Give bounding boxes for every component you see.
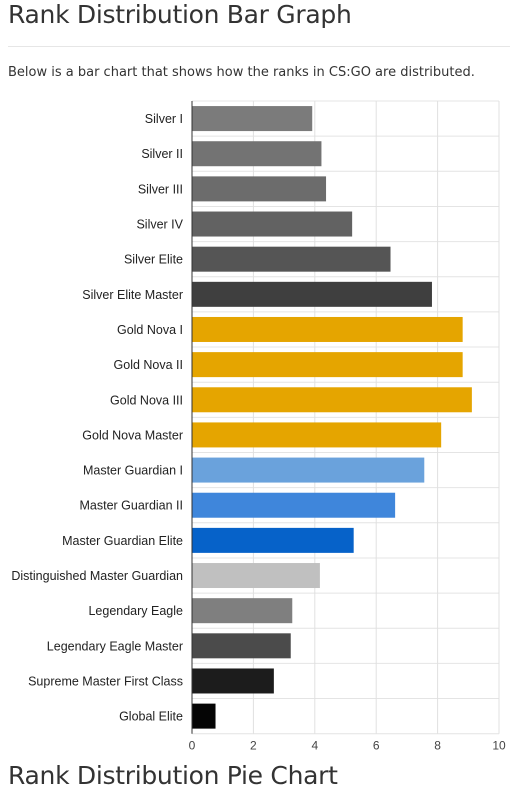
- bar: [192, 176, 327, 202]
- bar: [192, 527, 354, 553]
- bar: [192, 352, 463, 378]
- next-section-heading: Rank Distribution Pie Chart: [8, 761, 338, 790]
- x-axis-ticks: 0 2 4 6 8 10: [189, 739, 506, 753]
- bar: [192, 281, 432, 307]
- category-label: Global Elite: [119, 710, 183, 724]
- category-label: Silver IV: [136, 218, 183, 232]
- page-title: Rank Distribution Bar Graph: [8, 0, 352, 29]
- x-tick-label: 10: [492, 739, 506, 753]
- category-label: Master Guardian II: [79, 499, 183, 513]
- bar: [192, 422, 442, 448]
- category-label: Gold Nova I: [117, 323, 183, 337]
- category-label: Distinguished Master Guardian: [11, 569, 183, 583]
- category-label: Supreme Master First Class: [28, 674, 183, 688]
- x-tick-label: 0: [189, 739, 196, 753]
- category-label: Gold Nova Master: [82, 428, 183, 442]
- category-label: Silver Elite: [124, 253, 183, 267]
- x-tick-label: 8: [434, 739, 441, 753]
- x-tick-label: 6: [373, 739, 380, 753]
- x-tick-label: 4: [311, 739, 318, 753]
- bar: [192, 668, 274, 694]
- bar: [192, 211, 353, 237]
- bar: [192, 598, 293, 624]
- rank-distribution-bar-chart: Silver I Silver II Silver III Silver IV Silv…: [11, 100, 506, 753]
- bar: [192, 316, 463, 342]
- x-tick-label: 2: [250, 739, 257, 753]
- category-label: Silver I: [145, 112, 183, 126]
- title-divider: [8, 46, 510, 47]
- bars: [192, 106, 472, 729]
- bar: [192, 246, 391, 272]
- bar: [192, 387, 472, 413]
- bar: [192, 703, 216, 729]
- bar: [192, 633, 291, 659]
- category-label: Master Guardian I: [83, 464, 183, 478]
- category-label: Legendary Eagle Master: [47, 639, 183, 653]
- category-label: Silver III: [138, 182, 183, 196]
- category-label: Master Guardian Elite: [62, 534, 183, 548]
- category-label: Silver Elite Master: [82, 288, 183, 302]
- bar: [192, 492, 396, 518]
- category-label: Silver II: [141, 147, 183, 161]
- bar: [192, 141, 322, 167]
- category-label: Gold Nova II: [114, 358, 183, 372]
- category-labels: Silver I Silver II Silver III Silver IV Silv…: [11, 112, 183, 724]
- category-label: Gold Nova III: [110, 393, 183, 407]
- grid-lines: [191, 100, 500, 735]
- bar: [192, 563, 320, 589]
- category-label: Legendary Eagle: [88, 604, 183, 618]
- bar: [192, 106, 313, 132]
- bar: [192, 457, 425, 483]
- intro-text: Below is a bar chart that shows how the …: [8, 65, 475, 80]
